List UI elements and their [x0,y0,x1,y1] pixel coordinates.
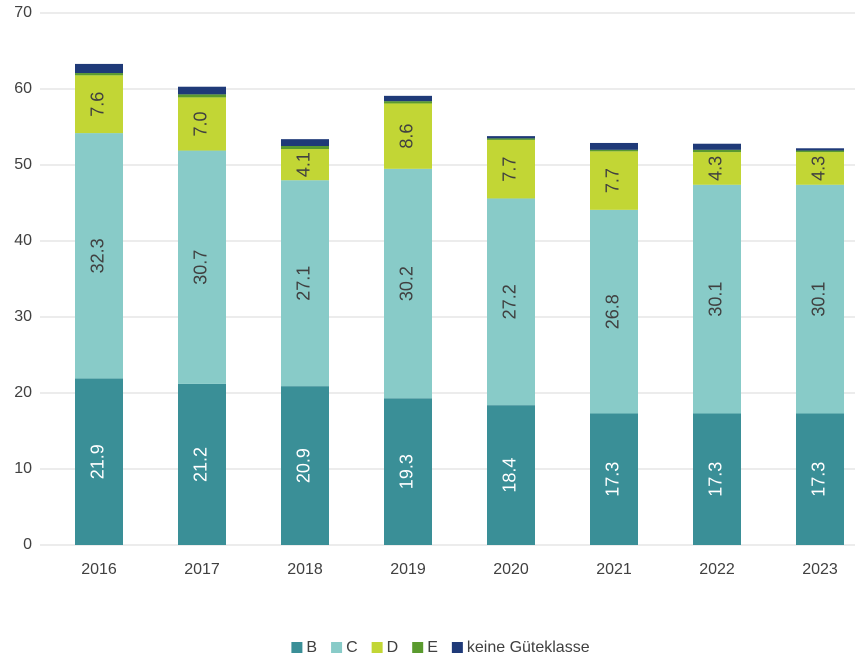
bar-segment [384,168,432,399]
bar-segment [796,152,844,185]
bar-segment [796,150,844,153]
bar-segment [281,180,329,387]
value-label: 4.1 [294,152,314,177]
y-tick-label: 40 [14,232,32,249]
legend-swatch [371,642,383,653]
bar-segment [178,94,226,98]
bar-segment [796,184,844,414]
bar-segment [384,103,432,169]
x-tick-label: 2020 [493,561,529,578]
bar-segment [590,142,638,150]
y-tick-label: 50 [14,156,32,173]
bar-segment [384,398,432,545]
y-tick-label: 70 [14,4,32,21]
y-tick-label: 60 [14,80,32,97]
bar-segment [590,413,638,545]
bar-segment [693,184,741,414]
bar-segment [590,149,638,152]
value-label: 7.7 [603,168,623,193]
bar-segment [178,150,226,384]
value-label: 17.3 [603,462,623,497]
x-tick-label: 2022 [699,561,735,578]
legend-swatch [331,642,343,653]
value-label: 30.1 [809,282,829,317]
bar-segment [487,405,535,545]
bar-segment [693,152,741,185]
bar-segment [178,97,226,151]
value-label: 17.3 [809,462,829,497]
value-label: 4.3 [809,156,829,181]
bar-segment [796,148,844,151]
legend-label: D [387,639,399,656]
value-label: 30.7 [191,250,211,285]
value-label: 4.3 [706,156,726,181]
legend-swatch [451,642,463,653]
y-tick-label: 0 [23,536,32,553]
bar-segment [75,75,123,134]
value-label: 26.8 [603,294,623,329]
bar-segment [75,378,123,545]
bar-segment [281,149,329,181]
value-label: 8.6 [397,124,417,149]
value-label: 21.9 [88,444,108,479]
bar-segment [384,101,432,104]
bar-segment [693,149,741,153]
value-label: 7.0 [191,111,211,136]
x-tick-label: 2023 [802,561,838,578]
x-tick-label: 2017 [184,561,220,578]
bar-segment [75,63,123,74]
value-label: 21.2 [191,447,211,482]
legend-label: keine Güteklasse [467,639,590,656]
value-label: 19.3 [397,454,417,489]
value-label: 7.6 [88,92,108,117]
bar-segment [693,143,741,150]
bar-segment [281,386,329,545]
bar-segment [796,413,844,545]
bar-segment [178,86,226,95]
bar-segment [590,151,638,210]
x-tick-label: 2016 [81,561,117,578]
bar-segment [487,138,535,140]
legend-label: B [306,639,317,656]
value-label: 30.2 [397,266,417,301]
bar-segment [487,136,535,139]
legend-label: C [346,639,358,656]
bar-segment [487,139,535,199]
y-tick-label: 10 [14,460,32,477]
value-label: 27.2 [500,284,520,319]
legend-swatch [412,642,424,653]
bar-segment [487,198,535,406]
bar-segment [178,383,226,545]
bar-segment [384,95,432,102]
x-tick-label: 2021 [596,561,632,578]
value-label: 27.1 [294,266,314,301]
value-label: 32.3 [88,238,108,273]
bar-segment [281,139,329,146]
bar-segment [75,133,123,379]
bar-segment [281,146,329,150]
bar-segment [693,413,741,545]
value-label: 18.4 [500,458,520,493]
value-label: 30.1 [706,282,726,317]
y-tick-label: 30 [14,308,32,325]
x-tick-label: 2018 [287,561,323,578]
value-label: 20.9 [294,448,314,483]
value-label: 7.7 [500,157,520,182]
x-tick-label: 2019 [390,561,426,578]
legend-swatch [291,642,303,653]
bar-segment [590,209,638,414]
bar-segment [75,73,123,76]
y-tick-label: 20 [14,384,32,401]
legend-label: E [427,639,438,656]
value-label: 17.3 [706,462,726,497]
